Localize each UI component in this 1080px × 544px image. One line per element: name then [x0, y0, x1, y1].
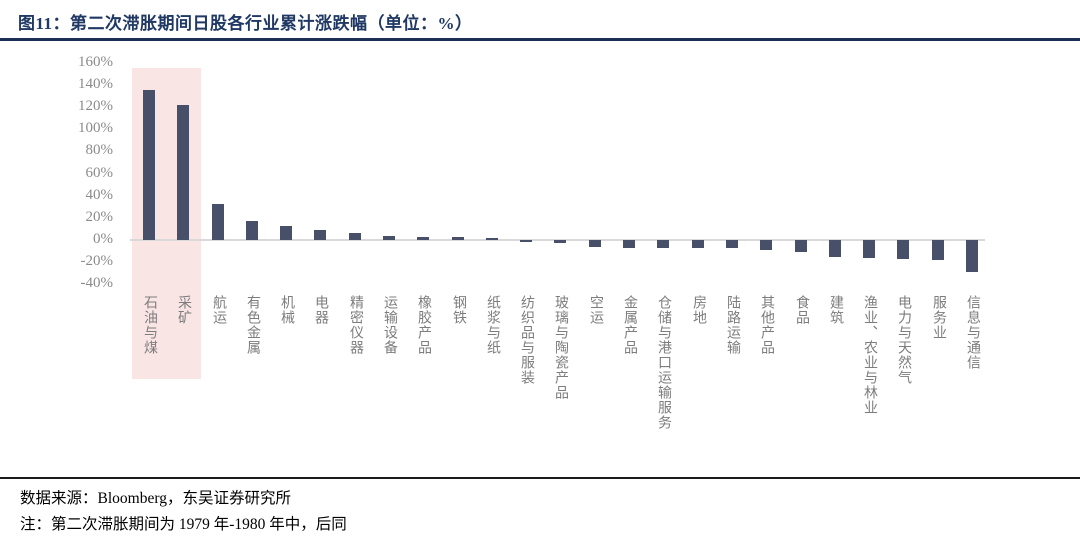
- y-axis-tick-label: -20%: [80, 252, 114, 269]
- category-label: 采矿: [176, 295, 191, 325]
- bar: [726, 240, 738, 248]
- bar: [143, 90, 155, 240]
- y-axis-tick-label: 80%: [85, 142, 114, 159]
- bar: [932, 240, 944, 260]
- category-label: 陆路运输: [725, 295, 740, 355]
- y-axis-tick-label: 160%: [78, 54, 113, 70]
- bar: [966, 240, 978, 272]
- bar: [349, 233, 361, 240]
- y-axis-tick-label: 120%: [78, 98, 113, 115]
- y-axis-tick-label: 60%: [85, 164, 114, 181]
- bar: [829, 240, 841, 257]
- y-axis-tick-label: -40%: [80, 275, 114, 291]
- category-label: 精密仪器: [348, 295, 363, 355]
- bar: [417, 237, 429, 240]
- category-label: 有色金属: [245, 295, 260, 355]
- bar: [589, 240, 601, 247]
- category-label: 服务业: [931, 295, 946, 340]
- y-axis-tick-label: 40%: [85, 186, 114, 203]
- bar: [795, 240, 807, 252]
- figure-title: 图11：第二次滞胀期间日股各行业累计涨跌幅（单位：%）: [18, 14, 473, 33]
- bar: [246, 221, 258, 240]
- category-label: 机械: [279, 295, 294, 325]
- category-label: 空运: [588, 295, 603, 325]
- footer-divider: [0, 477, 1080, 479]
- bar: [897, 240, 909, 259]
- bar: [554, 240, 566, 243]
- category-label: 食品: [794, 295, 809, 325]
- data-source-text: 数据来源：Bloomberg，东吴证券研究所: [20, 490, 291, 507]
- category-label: 其他产品: [759, 295, 774, 355]
- category-label: 电器: [313, 295, 328, 325]
- category-label: 运输设备: [382, 295, 397, 355]
- footnote-text: 注：第二次滞胀期间为 1979 年-1980 年中，后同: [20, 516, 347, 533]
- bar: [177, 105, 189, 240]
- category-label: 金属产品: [622, 295, 637, 355]
- y-axis-tick-label: 100%: [78, 120, 113, 137]
- category-label: 橡胶产品: [416, 295, 431, 355]
- bar: [657, 240, 669, 248]
- category-label: 钢铁: [451, 295, 466, 325]
- category-label: 渔业、农业与林业: [862, 295, 877, 415]
- bar: [212, 204, 224, 240]
- category-label: 电力与天然气: [896, 295, 911, 385]
- bar: [486, 238, 498, 240]
- category-label: 房地: [691, 295, 706, 325]
- bar: [863, 240, 875, 258]
- category-label: 信息与通信: [965, 295, 980, 370]
- bar: [314, 230, 326, 240]
- bar: [520, 240, 532, 242]
- y-axis-tick-label: 0%: [93, 230, 113, 247]
- bar: [452, 237, 464, 240]
- category-label: 仓储与港口运输服务: [656, 295, 671, 430]
- category-label: 航运: [211, 295, 226, 325]
- y-axis-tick-label: 140%: [78, 76, 113, 93]
- category-label: 纸浆与纸: [485, 295, 500, 355]
- bar: [623, 240, 635, 248]
- title-divider: [0, 38, 1080, 41]
- bar: [760, 240, 772, 250]
- bar: [383, 236, 395, 240]
- category-label: 纺织品与服装: [519, 295, 534, 385]
- category-label: 玻璃与陶瓷产品: [553, 295, 568, 400]
- bar: [692, 240, 704, 248]
- bar-chart: 160% 140% 120% 100% 80% 60% 40% 20% 0% -20% -40% 石油…: [78, 54, 985, 430]
- category-label: 建筑: [828, 295, 843, 325]
- y-axis-tick-label: 20%: [85, 208, 114, 225]
- bar: [280, 226, 292, 240]
- category-label: 石油与煤: [142, 295, 157, 355]
